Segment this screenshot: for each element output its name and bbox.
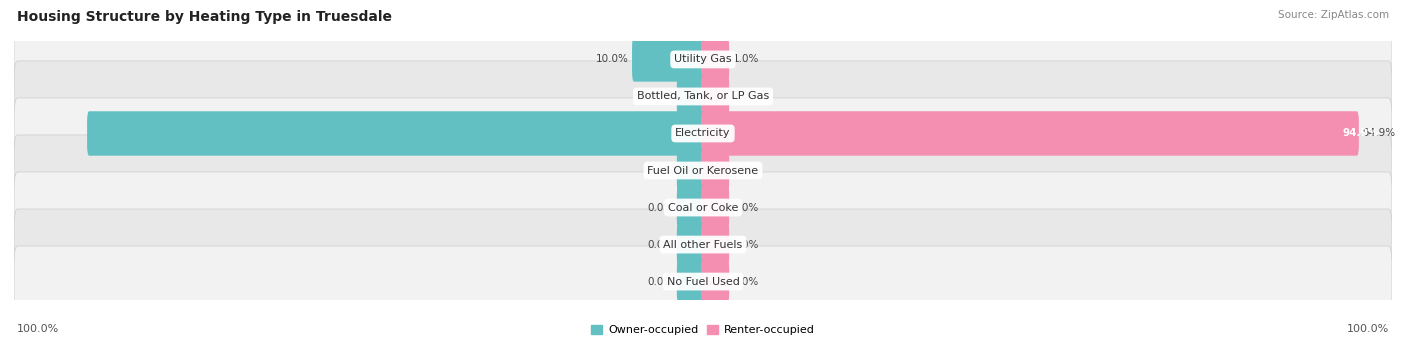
FancyBboxPatch shape — [14, 246, 1392, 317]
FancyBboxPatch shape — [676, 222, 704, 267]
Text: No Fuel Used: No Fuel Used — [666, 277, 740, 286]
FancyBboxPatch shape — [676, 260, 704, 304]
Text: 94.9%: 94.9% — [1362, 129, 1395, 138]
Text: 2.0%: 2.0% — [733, 239, 759, 250]
FancyBboxPatch shape — [14, 172, 1392, 243]
Text: Source: ZipAtlas.com: Source: ZipAtlas.com — [1278, 10, 1389, 20]
FancyBboxPatch shape — [702, 148, 730, 193]
Text: 0.0%: 0.0% — [733, 203, 759, 212]
FancyBboxPatch shape — [702, 111, 1358, 156]
FancyBboxPatch shape — [702, 260, 730, 304]
FancyBboxPatch shape — [702, 37, 730, 81]
FancyBboxPatch shape — [676, 148, 704, 193]
Text: 0.0%: 0.0% — [647, 165, 673, 176]
FancyBboxPatch shape — [14, 135, 1392, 206]
Text: 94.9%: 94.9% — [1343, 129, 1378, 138]
Text: 0.0%: 0.0% — [733, 165, 759, 176]
FancyBboxPatch shape — [14, 209, 1392, 280]
FancyBboxPatch shape — [676, 74, 704, 119]
Text: 0.0%: 0.0% — [733, 277, 759, 286]
FancyBboxPatch shape — [676, 185, 704, 230]
Text: 0.0%: 0.0% — [647, 239, 673, 250]
FancyBboxPatch shape — [87, 111, 704, 156]
Text: 0.0%: 0.0% — [647, 203, 673, 212]
Text: Housing Structure by Heating Type in Truesdale: Housing Structure by Heating Type in Tru… — [17, 10, 392, 24]
Text: 100.0%: 100.0% — [1347, 324, 1389, 334]
FancyBboxPatch shape — [702, 222, 730, 267]
Text: 10.0%: 10.0% — [596, 55, 628, 64]
Text: Fuel Oil or Kerosene: Fuel Oil or Kerosene — [647, 165, 759, 176]
FancyBboxPatch shape — [14, 24, 1392, 95]
Text: 2.0%: 2.0% — [733, 91, 759, 102]
Text: 0.95%: 0.95% — [640, 91, 673, 102]
Text: Electricity: Electricity — [675, 129, 731, 138]
Text: Bottled, Tank, or LP Gas: Bottled, Tank, or LP Gas — [637, 91, 769, 102]
FancyBboxPatch shape — [14, 98, 1392, 169]
Text: 0.0%: 0.0% — [647, 277, 673, 286]
FancyBboxPatch shape — [702, 185, 730, 230]
Text: 100.0%: 100.0% — [17, 324, 59, 334]
Text: Coal or Coke: Coal or Coke — [668, 203, 738, 212]
FancyBboxPatch shape — [633, 37, 704, 81]
Text: 1.0%: 1.0% — [733, 55, 759, 64]
Text: Utility Gas: Utility Gas — [675, 55, 731, 64]
FancyBboxPatch shape — [702, 74, 730, 119]
FancyBboxPatch shape — [14, 61, 1392, 132]
Text: All other Fuels: All other Fuels — [664, 239, 742, 250]
Legend: Owner-occupied, Renter-occupied: Owner-occupied, Renter-occupied — [592, 325, 814, 336]
